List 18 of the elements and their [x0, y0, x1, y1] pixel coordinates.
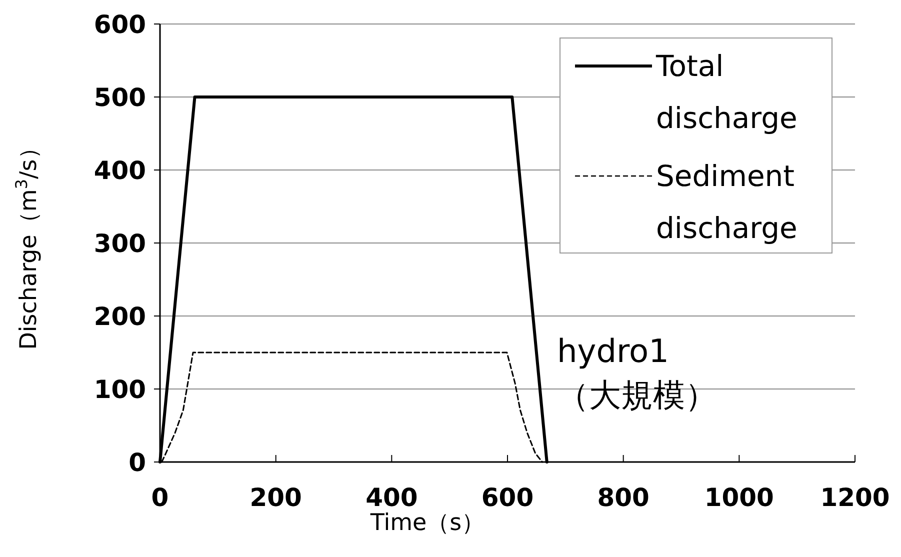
y-tick-label: 200: [94, 302, 146, 331]
y-tick-label: 600: [94, 10, 146, 39]
legend-label: Total discharge: [655, 49, 798, 135]
x-tick-label: 800: [597, 483, 650, 512]
y-tick-label: 500: [94, 82, 146, 112]
y-tick-label: 400: [94, 156, 146, 185]
y-tick-label: 0: [128, 448, 146, 477]
x-tick-label: 1200: [820, 483, 890, 512]
x-tick-label: 1000: [704, 483, 774, 512]
x-tick-label: 0: [151, 483, 169, 512]
x-axis-title: Time（s）: [369, 510, 485, 536]
x-tick-label: 200: [250, 483, 302, 512]
legend-label: Sediment discharge: [656, 159, 798, 245]
annotation: hydro1 （大規模）: [557, 332, 717, 414]
y-tick-label: 100: [94, 374, 146, 404]
x-tick-label: 400: [366, 483, 418, 512]
x-tick-label: 600: [481, 483, 534, 512]
y-tick-label: 300: [94, 228, 146, 258]
